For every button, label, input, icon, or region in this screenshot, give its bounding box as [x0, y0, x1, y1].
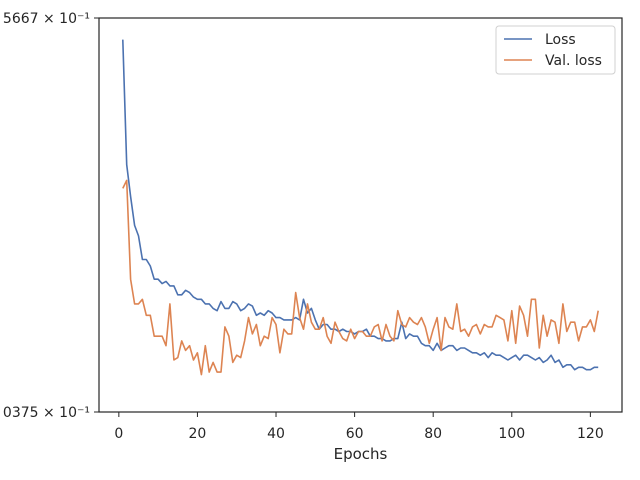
- x-tick-label: 0: [114, 426, 123, 442]
- legend: Loss Val. loss: [495, 25, 616, 75]
- x-tick-label: 80: [424, 426, 442, 442]
- legend-box: [495, 25, 616, 75]
- x-tick-label: 120: [577, 426, 604, 442]
- y-tick-label: 0375 × 10⁻¹: [3, 405, 90, 421]
- legend-label-val-loss: Val. loss: [545, 53, 602, 69]
- x-axis-label: Epochs: [334, 445, 388, 463]
- plot-frame: [98, 17, 623, 413]
- x-tick-label: 20: [189, 426, 207, 442]
- x-axis: 0 20 40 60 80 100 120: [114, 412, 604, 442]
- y-axis: 5667 × 10⁻¹ 0375 × 10⁻¹: [3, 11, 99, 421]
- plot-area: [99, 18, 622, 412]
- x-tick-label: 60: [346, 426, 364, 442]
- x-tick-label: 40: [267, 426, 285, 442]
- y-tick-label: 5667 × 10⁻¹: [3, 11, 90, 27]
- series-layer: [122, 39, 599, 376]
- series-line-val-loss: [122, 179, 599, 376]
- legend-label-loss: Loss: [545, 32, 576, 48]
- x-tick-label: 100: [498, 426, 525, 442]
